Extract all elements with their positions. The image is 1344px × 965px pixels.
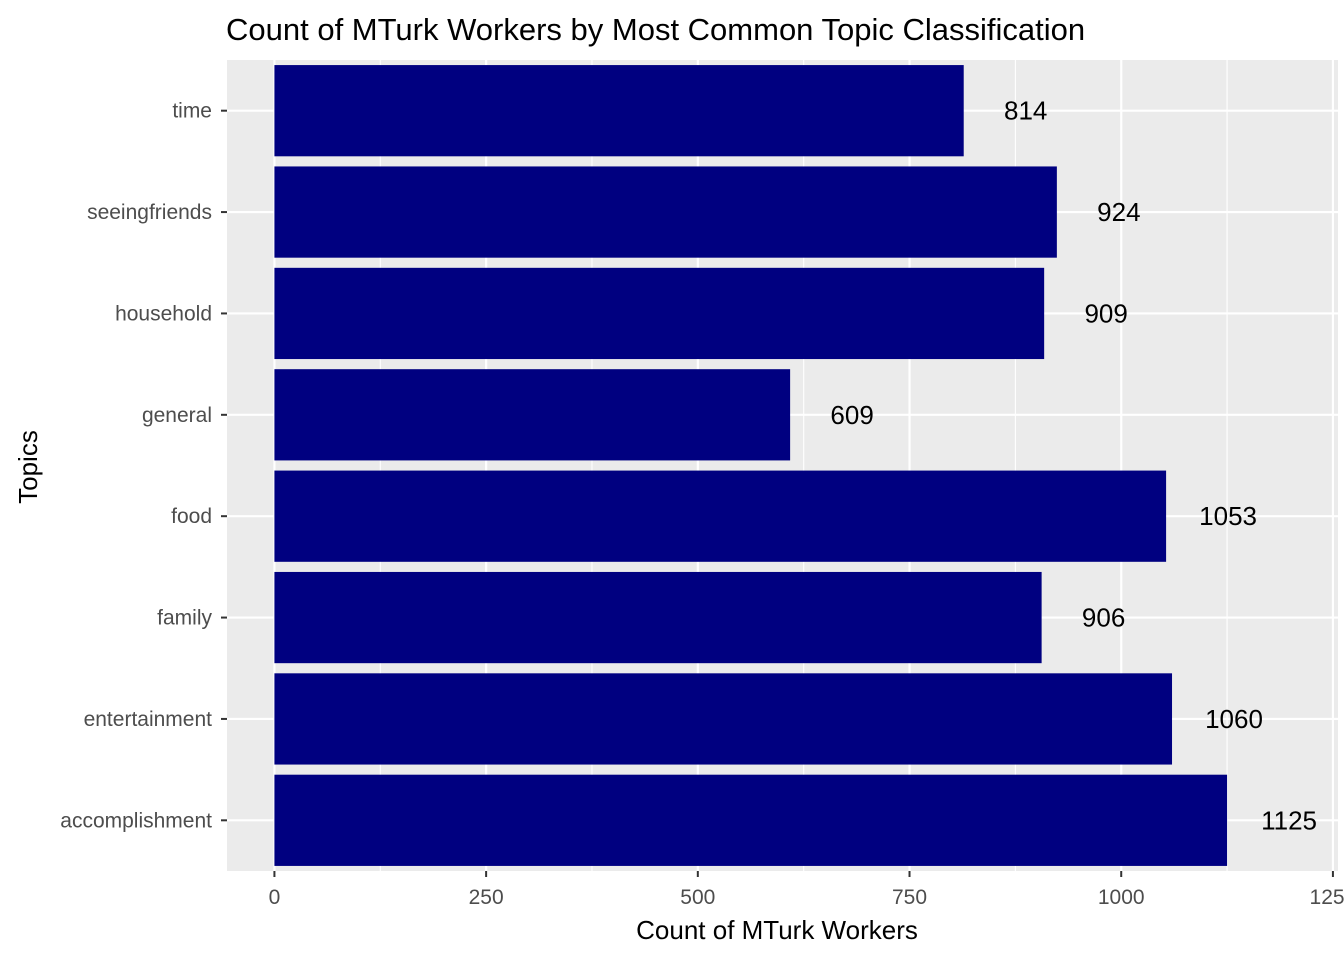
y-axis: accomplishment entertainment family food gen… xyxy=(60,100,227,832)
y-tick-label-accomplishment: accomplishment xyxy=(60,809,212,832)
y-tick-label-general: general xyxy=(142,404,212,427)
y-tick-label-household: household xyxy=(115,302,212,325)
x-tick-label: 750 xyxy=(892,886,927,909)
bar-entertainment xyxy=(274,673,1173,765)
chart-title: Count of MTurk Workers by Most Common To… xyxy=(226,12,1085,47)
bar-household xyxy=(274,267,1045,360)
bar-seeingfriends xyxy=(274,166,1057,258)
bar-food xyxy=(274,470,1167,562)
y-tick-label-entertainment: entertainment xyxy=(84,708,213,731)
y-tick-label-family: family xyxy=(157,607,212,630)
data-labels: 1125 1060 906 1053 609 909 924 814 xyxy=(830,96,1317,836)
data-label-family: 906 xyxy=(1082,603,1125,633)
data-label-household: 909 xyxy=(1084,298,1127,328)
y-tick-label-seeingfriends: seeingfriends xyxy=(87,201,212,224)
bar-general xyxy=(274,369,791,461)
data-label-seeingfriends: 924 xyxy=(1097,197,1140,227)
data-label-accomplishment: 1125 xyxy=(1261,805,1317,835)
y-axis-title: Topics xyxy=(13,430,43,504)
y-tick-label-food: food xyxy=(171,505,212,528)
x-tick-label: 1250 xyxy=(1310,886,1344,909)
data-label-entertainment: 1060 xyxy=(1205,704,1263,734)
bars xyxy=(274,65,1228,866)
x-axis: 0 250 500 750 1000 1250 xyxy=(269,871,1344,909)
x-tick-label: 250 xyxy=(469,886,504,909)
data-label-general: 609 xyxy=(830,400,873,430)
x-axis-title: Count of MTurk Workers xyxy=(636,915,918,945)
x-tick-label: 500 xyxy=(680,886,715,909)
y-tick-label-time: time xyxy=(172,100,212,123)
x-tick-label: 0 xyxy=(269,886,281,909)
data-label-time: 814 xyxy=(1004,96,1047,126)
x-tick-label: 1000 xyxy=(1098,886,1145,909)
bar-time xyxy=(274,65,964,157)
bar-accomplishment xyxy=(274,774,1228,866)
bar-family xyxy=(274,571,1042,664)
data-label-food: 1053 xyxy=(1199,501,1257,531)
